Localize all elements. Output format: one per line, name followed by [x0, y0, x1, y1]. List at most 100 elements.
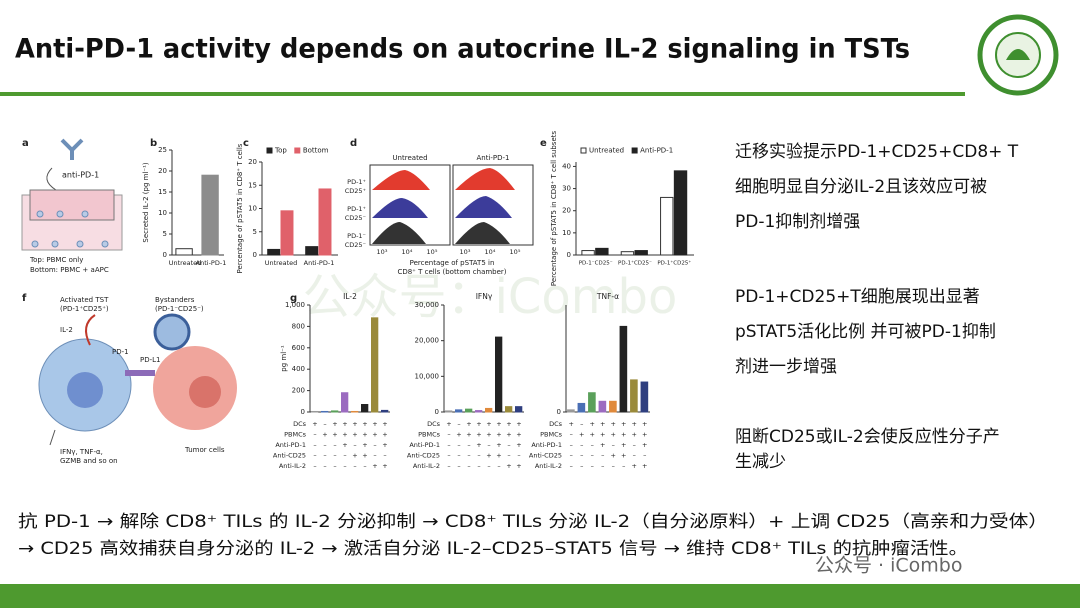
condition-sign: + [611, 452, 616, 460]
condition-sign: – [591, 441, 594, 449]
condition-sign: – [580, 452, 583, 460]
bar [577, 402, 586, 413]
condition-sign: – [373, 452, 376, 460]
x-tick-label: 10⁵ [510, 248, 521, 256]
condition-sign: + [312, 420, 317, 428]
condition-sign: – [323, 441, 326, 449]
condition-label: DCs [427, 420, 441, 428]
condition-sign: – [333, 452, 336, 460]
panel-letter: d [350, 138, 357, 149]
condition-sign: + [642, 441, 647, 449]
y-tick-label: 10 [248, 205, 257, 213]
diagram-label: Top: PBMC only [29, 256, 83, 264]
condition-sign: + [352, 431, 357, 439]
cell [81, 210, 89, 218]
note-line: pSTAT5活化比例 并可被PD-1抑制 [735, 322, 996, 342]
title-rule [0, 92, 965, 96]
legend-label: Untreated [589, 147, 624, 155]
condition-sign: + [382, 462, 387, 470]
cell [36, 210, 44, 218]
condition-sign: – [633, 441, 636, 449]
hist-red [455, 168, 515, 190]
diagram-label: anti-PD-1 [62, 171, 99, 180]
note-line: 生减少 [735, 452, 786, 472]
y-tick-label: 20 [158, 167, 167, 175]
legend-swatch [294, 147, 301, 154]
panel-letter: b [150, 138, 157, 149]
y-tick-label: 20 [562, 207, 571, 215]
condition-sign: + [466, 431, 471, 439]
condition-sign: + [446, 420, 451, 428]
watermark: 公众号：iCombo [303, 269, 678, 325]
cell [51, 240, 59, 248]
summary-line: 抗 PD-1 → 解除 CD8⁺ TILs 的 IL-2 分泌抑制 → CD8⁺… [18, 512, 1048, 532]
y-tick-label: 15 [248, 181, 257, 189]
condition-sign: – [323, 462, 326, 470]
condition-sign: + [486, 431, 491, 439]
condition-sign: + [516, 420, 521, 428]
diagram-label: Bystanders [155, 296, 195, 304]
condition-label: DCs [549, 420, 563, 428]
condition-sign: – [467, 462, 470, 470]
x-tick-label: 10³ [460, 248, 471, 256]
panel-f-diagram [38, 313, 237, 446]
footer-bar [0, 584, 1080, 608]
y-tick-label: 0 [163, 251, 167, 259]
condition-sign: – [497, 462, 500, 470]
condition-sign: + [466, 420, 471, 428]
legend-swatch [266, 147, 273, 154]
condition-sign: + [590, 431, 595, 439]
bar [381, 409, 389, 413]
bar [495, 336, 503, 413]
condition-sign: – [343, 462, 346, 470]
condition-sign: – [570, 452, 573, 460]
y-tick-label: 0 [557, 408, 561, 416]
condition-sign: + [516, 441, 521, 449]
bar [175, 248, 193, 256]
condition-sign: + [516, 462, 521, 470]
condition-sign: + [342, 441, 347, 449]
condition-label: Anti-IL-2 [535, 462, 562, 470]
diagram-label: (PD-1⁻CD25⁻) [155, 305, 204, 313]
condition-sign: + [579, 431, 584, 439]
condition-label: DCs [293, 420, 307, 428]
condition-label: Anti-CD25 [529, 452, 562, 460]
x-tick-label: Untreated [265, 259, 298, 267]
y-axis-label: pg ml⁻¹ [280, 345, 288, 372]
diagram-label: Bottom: PBMC + aAPC [30, 266, 109, 274]
diagram-label: IFNγ, TNF-α, [60, 448, 103, 456]
bystander [153, 313, 191, 351]
bar [361, 404, 369, 413]
row-label: PD-1⁻ [347, 232, 366, 240]
y-tick-label: 0 [567, 251, 571, 259]
condition-sign: – [507, 452, 510, 460]
condition-label: Anti-CD25 [407, 452, 440, 460]
condition-label: PBMCs [284, 431, 307, 439]
condition-sign: – [643, 452, 646, 460]
condition-sign: + [611, 420, 616, 428]
bar [321, 410, 329, 413]
y-tick-label: 30,000 [415, 301, 440, 309]
bar [588, 392, 596, 413]
bar [351, 410, 359, 413]
bar [598, 400, 607, 413]
condition-sign: – [633, 452, 636, 460]
condition-sign: – [373, 441, 376, 449]
logo [977, 14, 1059, 96]
summary-line: → CD25 高效捕获自身分泌的 IL-2 → 激活自分泌 IL-2–CD25–… [18, 539, 968, 559]
note-line: 剂进一步增强 [735, 357, 837, 377]
condition-sign: + [476, 431, 481, 439]
row-label: CD25⁻ [345, 241, 366, 249]
condition-sign: + [600, 431, 605, 439]
condition-sign: – [570, 431, 573, 439]
x-tick-label: 10⁵ [427, 248, 438, 256]
panel-letter: e [540, 138, 547, 149]
condition-sign: + [506, 462, 511, 470]
x-tick-label: Anti-PD-1 [304, 259, 335, 267]
condition-sign: – [353, 462, 356, 470]
condition-sign: – [580, 420, 583, 428]
condition-label: Anti-CD25 [273, 452, 306, 460]
condition-sign: + [382, 420, 387, 428]
condition-sign: + [569, 420, 574, 428]
bar [630, 379, 638, 413]
